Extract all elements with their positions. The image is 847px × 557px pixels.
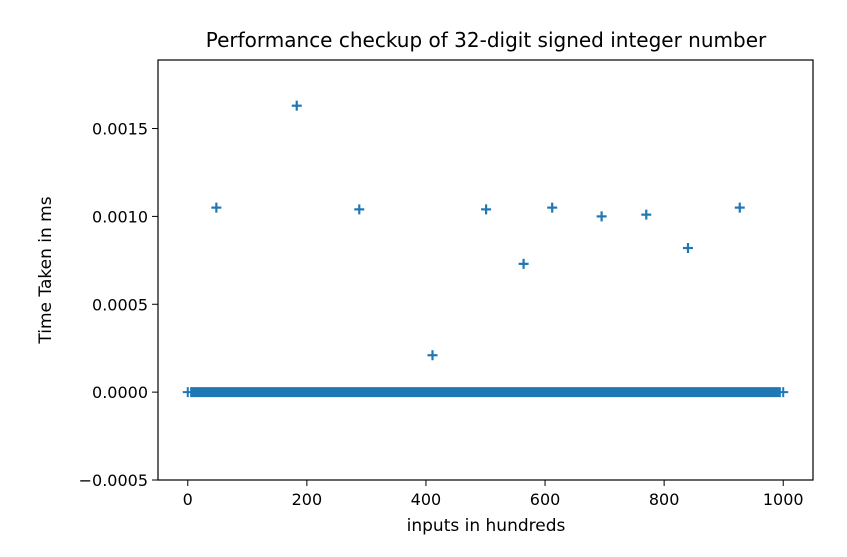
baseline-vertical-strokes-band bbox=[190, 387, 781, 398]
data-point bbox=[427, 350, 438, 361]
data-point bbox=[641, 209, 652, 220]
data-point bbox=[596, 211, 607, 222]
zero-baseline-series bbox=[182, 387, 789, 398]
x-tick-label: 200 bbox=[292, 490, 323, 509]
x-tick-label: 1000 bbox=[763, 490, 804, 509]
data-point bbox=[518, 258, 529, 269]
x-tick-label: 0 bbox=[183, 490, 193, 509]
x-tick-label: 400 bbox=[411, 490, 442, 509]
data-point bbox=[291, 100, 302, 111]
data-point bbox=[481, 204, 492, 215]
data-point bbox=[734, 202, 745, 213]
outlier-series bbox=[211, 100, 745, 361]
y-axis-label: Time Taken in ms bbox=[36, 196, 56, 344]
y-tick-label: 0.0010 bbox=[92, 207, 148, 226]
x-axis: 0 200 400 600 800 1000 inputs in hundreds bbox=[183, 480, 804, 536]
data-point bbox=[682, 243, 693, 254]
plot-area bbox=[182, 100, 789, 398]
y-tick-label: 0.0005 bbox=[92, 295, 148, 314]
chart-title: Performance checkup of 32-digit signed i… bbox=[206, 28, 767, 52]
plot-frame bbox=[157, 59, 814, 481]
x-tick-label: 600 bbox=[530, 490, 561, 509]
y-tick-label: −0.0005 bbox=[79, 471, 148, 490]
data-point bbox=[354, 204, 365, 215]
data-point bbox=[211, 202, 222, 213]
data-point bbox=[547, 202, 558, 213]
y-axis: −0.0005 0.0000 0.0005 0.0010 0.0015 Time Tak… bbox=[36, 120, 158, 490]
x-axis-label: inputs in hundreds bbox=[407, 516, 566, 536]
y-tick-label: 0.0000 bbox=[92, 383, 148, 402]
x-tick-label: 800 bbox=[649, 490, 680, 509]
y-tick-label: 0.0015 bbox=[92, 120, 148, 139]
